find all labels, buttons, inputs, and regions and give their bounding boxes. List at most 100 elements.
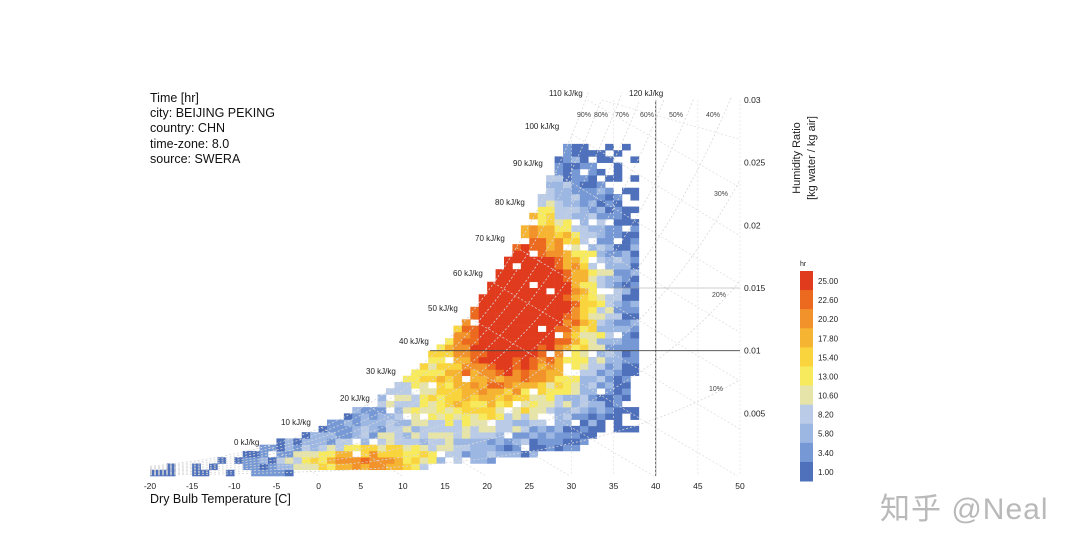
heatmap-cell [445,425,454,433]
heatmap-cell [529,294,539,301]
heatmap-cell [495,432,505,439]
heatmap-cell [571,344,581,351]
heatmap-cell [613,219,623,226]
heatmap-cell [537,194,547,201]
heatmap-cell [605,187,614,195]
heatmap-cell [596,331,606,339]
heatmap-cell [596,150,606,157]
heatmap-cell [613,168,623,176]
heatmap-cell [563,262,572,270]
heatmap-cell [487,306,496,314]
colorbar-swatch [800,404,813,425]
heatmap-cell [419,369,429,377]
heatmap-cell [520,344,530,351]
enthalpy-label: 50 kJ/kg [428,304,458,313]
heatmap-cell [571,363,581,370]
heatmap-cell [563,269,572,276]
heatmap-cell [310,444,319,452]
heatmap-cell [242,463,252,471]
heatmap-cell [428,425,437,433]
heatmap-cell [596,394,606,402]
heatmap-cell [512,375,522,383]
heatmap-cell [335,425,345,433]
heatmap-cell [419,382,429,389]
heatmap-cell [343,438,353,445]
heatmap-cell [487,413,496,420]
heatmap-cell [512,313,522,320]
heatmap-cell [537,419,547,427]
heatmap-cell [436,344,446,351]
heatmap-cell [453,425,463,433]
heatmap-cell [537,369,547,377]
heatmap-cell [588,338,598,345]
heatmap-cell [453,331,463,339]
enthalpy-label: 70 kJ/kg [475,234,505,243]
heatmap-cell [546,338,555,345]
heatmap-cell [630,331,640,339]
heatmap-cell [512,325,522,333]
heatmap-cell [487,319,496,326]
heatmap-cell [478,344,488,351]
heatmap-cell [588,375,598,383]
heatmap-cell [605,143,614,151]
heatmap-cell [622,388,631,395]
heatmap-cell [613,288,623,295]
colorbar-label: 3.40 [818,449,834,458]
heatmap-cell [453,350,463,358]
heatmap-cell [554,175,564,182]
heatmap-cell [622,375,631,383]
heatmap-cell [571,325,581,333]
heatmap-cell [335,450,345,458]
heatmap-cell [588,313,598,320]
heatmap-cell [428,369,437,377]
heatmap-cell [512,432,522,439]
heatmap-cell [512,425,522,433]
heatmap-cell [327,419,336,427]
heatmap-cell [571,375,581,383]
heatmap-cell [461,338,471,345]
heatmap-cell [495,325,505,333]
heatmap-cell [546,325,555,333]
heatmap-cell [318,457,328,464]
y-axis-label: Humidity Ratio [791,122,803,194]
heatmap-cell [478,319,488,326]
watermark: 知乎 @Neal [880,493,1049,526]
heatmap-cell [529,369,539,377]
heatmap-cell [579,262,589,270]
heatmap-cell [369,457,378,464]
heatmap-cell [579,306,589,314]
heatmap-cell [369,413,378,420]
heatmap-cell [613,150,623,157]
heatmap-cell [369,407,378,414]
colorbar-label: 25.00 [818,277,839,286]
heatmap-cell [495,281,505,289]
heatmap-cell [377,407,387,414]
heatmap-cell [327,425,336,433]
heatmap-cell [546,175,555,182]
heatmap-cell [563,388,572,395]
heatmap-cell [453,407,463,414]
heatmap-cell [605,319,614,326]
heatmap-cell [605,212,614,220]
heatmap-cell [546,269,555,276]
heatmap-cell [478,294,488,301]
y-tick-label: 0.01 [744,346,761,356]
heatmap-cell [605,344,614,351]
heatmap-cell [554,319,564,326]
heatmap-cell [579,194,589,201]
heatmap-cell [445,444,454,452]
heatmap-cell [622,369,631,377]
rh-curve [149,102,640,470]
heatmap-cell [470,344,480,351]
heatmap-cell [563,237,572,245]
heatmap-cell [622,394,631,402]
heatmap-cell [504,319,513,326]
x-tick-label: -15 [186,481,199,491]
heatmap-cell [352,407,362,414]
heatmap-cell [613,294,623,301]
heatmap-cell [529,344,539,351]
x-tick-label: 15 [440,481,450,491]
heatmap-cell [436,375,446,383]
heatmap-cell [588,356,598,364]
heatmap-cell [605,156,614,163]
